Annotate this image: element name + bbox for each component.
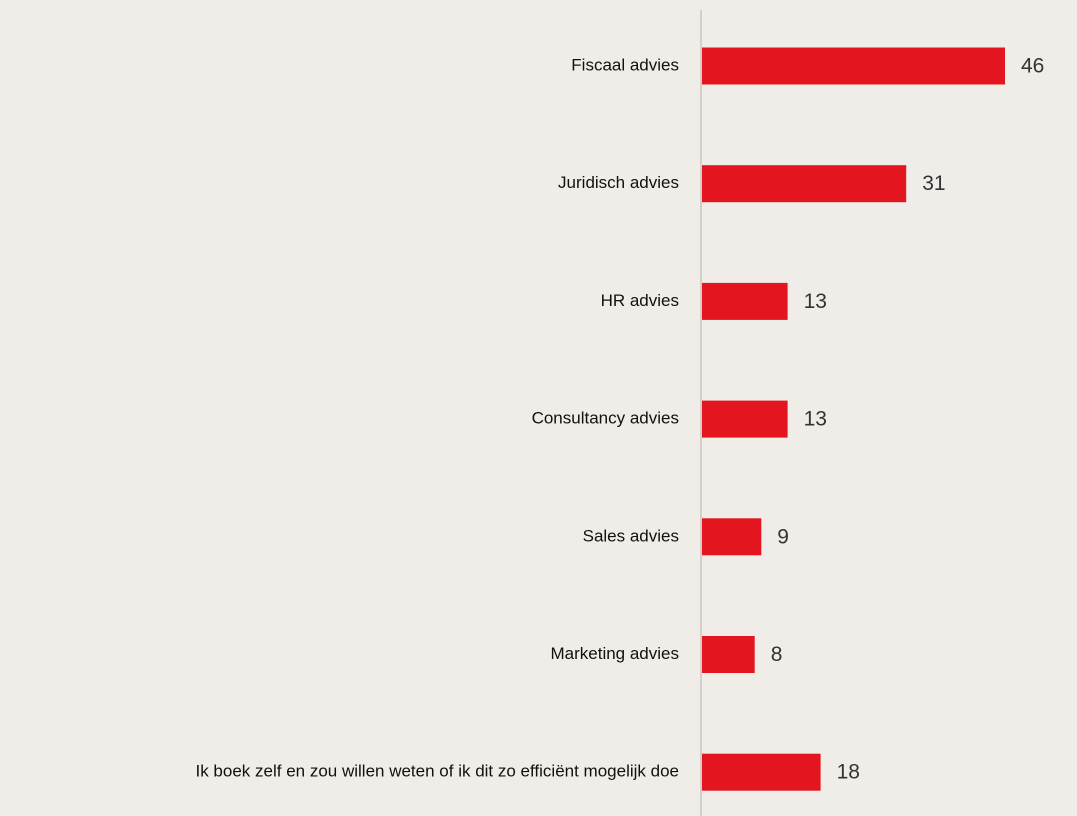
bar [702, 282, 788, 320]
bar [702, 636, 755, 673]
bar [702, 518, 762, 556]
category-label: Marketing advies [550, 644, 679, 663]
category-label: Juridisch advies [558, 173, 679, 192]
bar [702, 753, 821, 791]
value-label: 31 [922, 172, 945, 195]
value-label: 9 [777, 525, 789, 548]
value-label: 13 [804, 408, 827, 431]
category-label: Fiscaal advies [571, 55, 679, 74]
bar-group: Fiscaal advies 46 Juridisch advies 31 HR adv… [195, 47, 1044, 791]
bar [702, 165, 907, 203]
value-label: 46 [1021, 55, 1044, 78]
bar [702, 400, 788, 438]
value-label: 13 [804, 290, 827, 313]
category-label: Ik boek zelf en zou willen weten of ik d… [195, 762, 679, 781]
bar [702, 47, 1005, 85]
value-label: 8 [771, 643, 783, 666]
value-label: 18 [837, 761, 860, 784]
category-label: Consultancy advies [532, 409, 679, 428]
category-label: HR advies [601, 291, 679, 310]
category-label: Sales advies [583, 526, 679, 545]
